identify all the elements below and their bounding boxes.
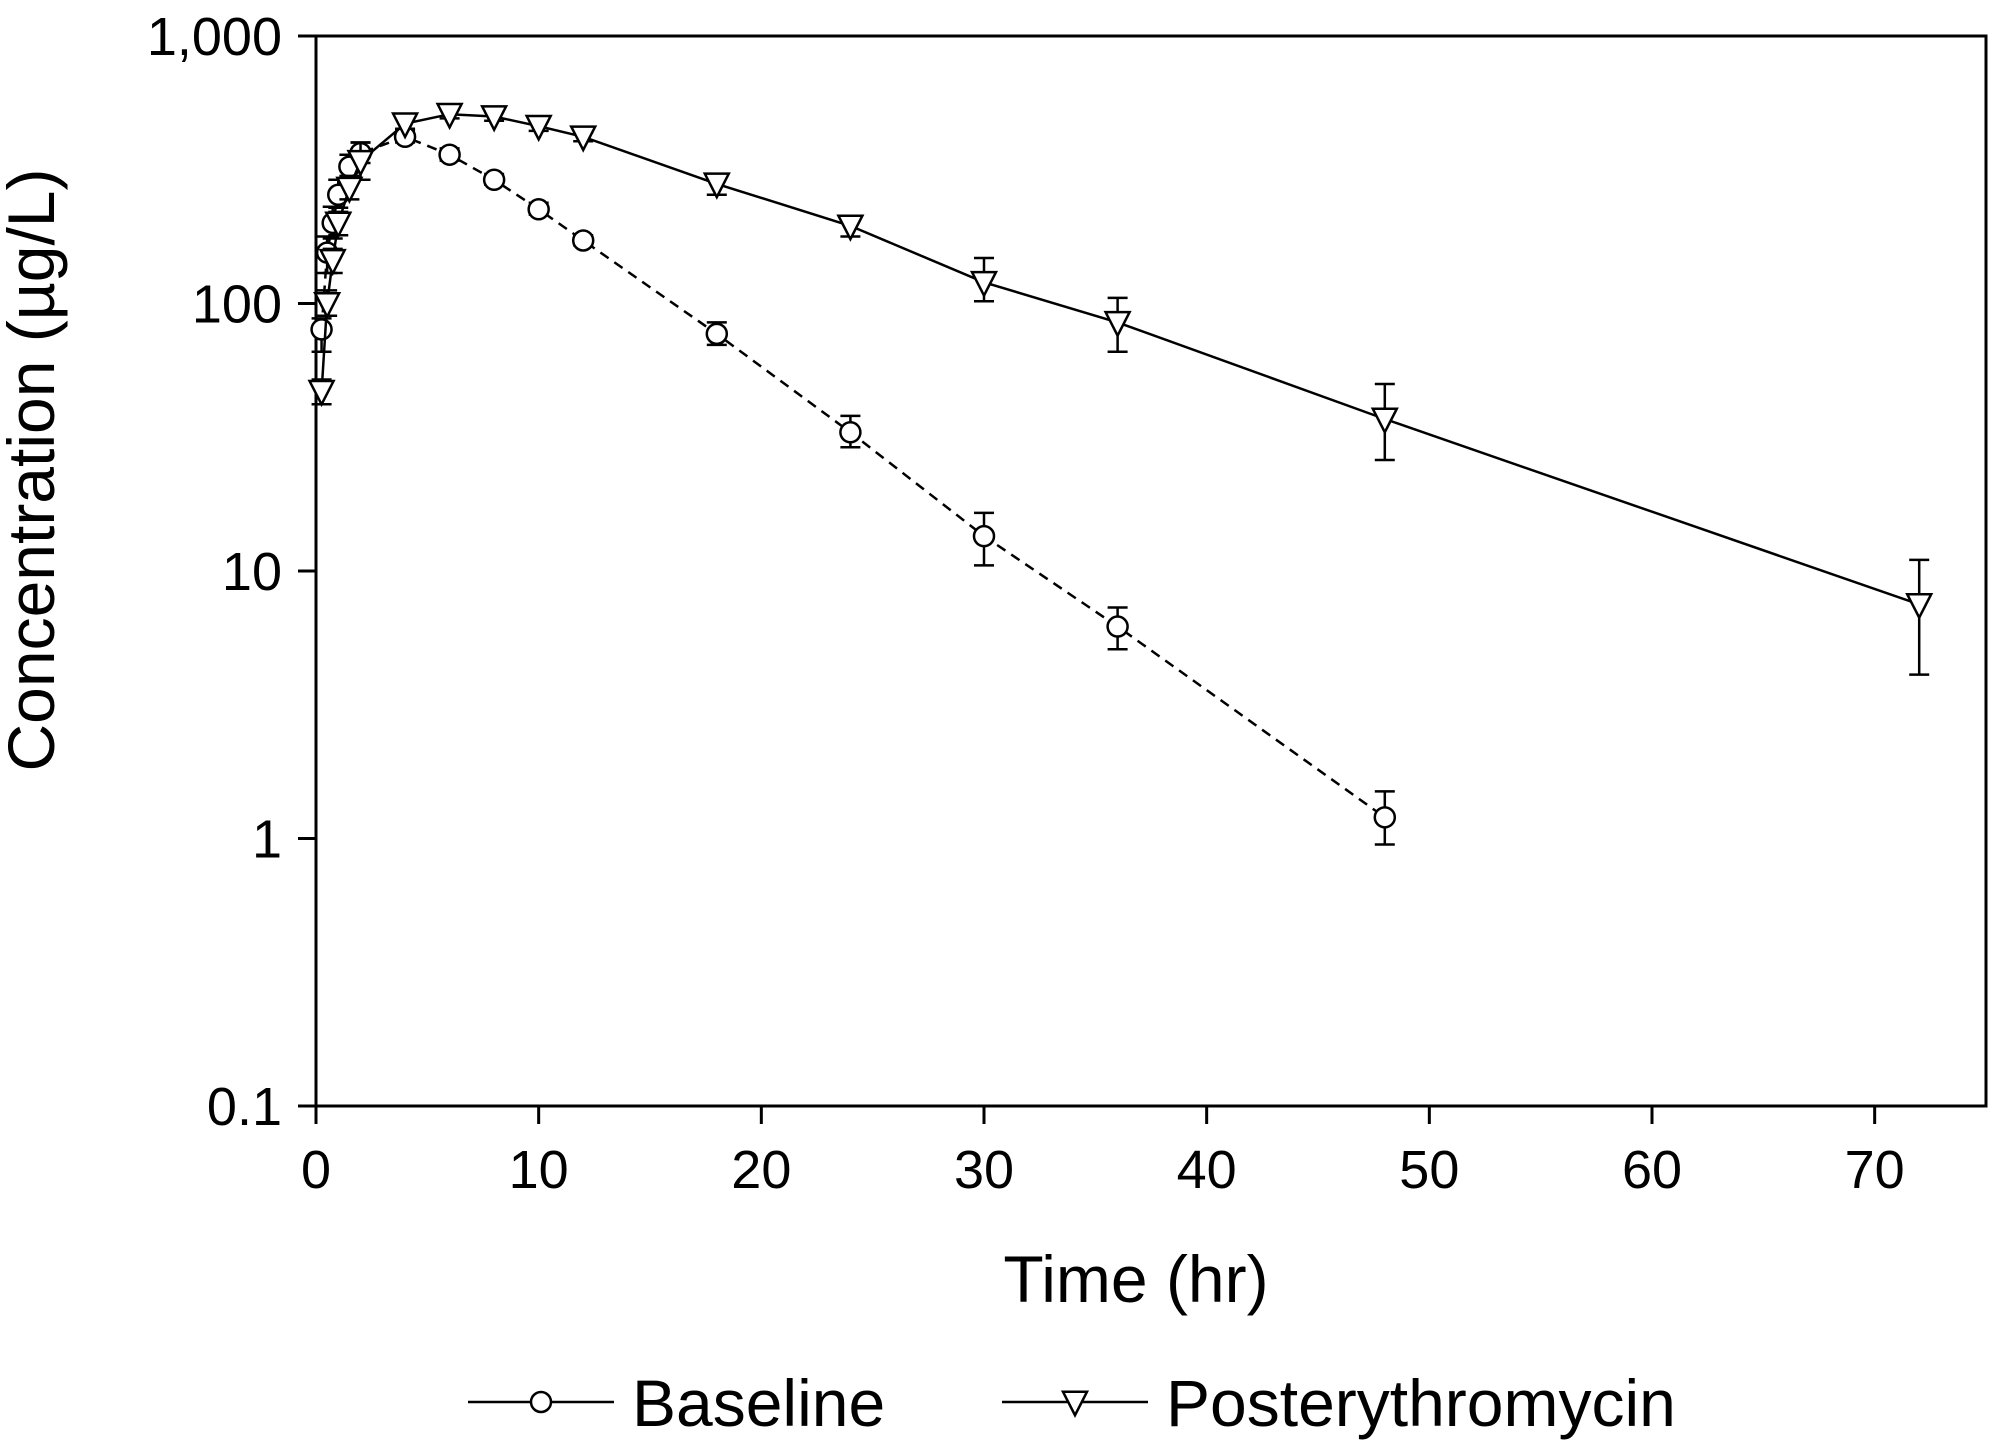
data-point: [1370, 407, 1399, 435]
data-point: [313, 292, 342, 320]
data-point: [1106, 615, 1129, 638]
x-axis-title: Time (hr): [1003, 1242, 1268, 1316]
x-tick-label: 60: [1622, 1140, 1682, 1200]
x-tick-label: 40: [1177, 1140, 1237, 1200]
legend-label: Baseline: [632, 1366, 885, 1440]
legend-marker: [1060, 1390, 1090, 1418]
data-point: [307, 379, 336, 408]
x-tick-label: 50: [1399, 1140, 1459, 1200]
data-point: [335, 176, 364, 205]
data-point: [972, 524, 996, 548]
legend-marker: [529, 1390, 553, 1414]
legend-item-posterythromycin: Posterythromycin: [1002, 1366, 1676, 1440]
data-point: [391, 112, 420, 140]
y-tick-label: 10: [222, 542, 282, 602]
data-point: [438, 143, 461, 166]
y-tick-label: 0.1: [207, 1077, 282, 1137]
data-point: [569, 125, 598, 153]
series-line: [320, 112, 1920, 606]
data-point: [969, 270, 999, 299]
data-point: [324, 211, 353, 239]
x-tick-label: 10: [509, 1140, 569, 1200]
data-point: [310, 318, 333, 341]
x-tick-label: 30: [954, 1140, 1014, 1200]
data-point: [346, 149, 375, 178]
data-point: [435, 102, 464, 131]
plot-area-frame: [314, 34, 1988, 1108]
y-tick-label: 1,000: [147, 7, 282, 67]
data-point: [318, 248, 347, 277]
series-posterythromycin: [307, 102, 1934, 676]
y-tick-label: 1: [252, 810, 282, 870]
x-tick-label: 0: [301, 1140, 331, 1200]
series-line: [320, 135, 1386, 819]
data-point: [480, 105, 509, 133]
legend-label: Posterythromycin: [1166, 1366, 1676, 1440]
data-point: [571, 229, 595, 252]
x-tick-label: 20: [731, 1140, 791, 1200]
data-point: [702, 172, 731, 200]
data-point: [482, 168, 506, 192]
data-point: [836, 214, 865, 242]
data-point: [1373, 806, 1397, 829]
data-point: [839, 421, 862, 444]
legend-item-baseline: Baseline: [468, 1366, 885, 1440]
y-axis-title: Concentration (µg/L): [0, 169, 68, 772]
data-point: [527, 198, 550, 221]
y-tick-label: 100: [192, 275, 282, 335]
x-tick-label: 70: [1845, 1140, 1905, 1200]
data-point: [1905, 592, 1934, 621]
data-point: [1103, 310, 1132, 339]
data-point: [524, 114, 553, 143]
data-point: [705, 322, 729, 346]
legend: Baseline Posterythromycin: [468, 1366, 1676, 1440]
